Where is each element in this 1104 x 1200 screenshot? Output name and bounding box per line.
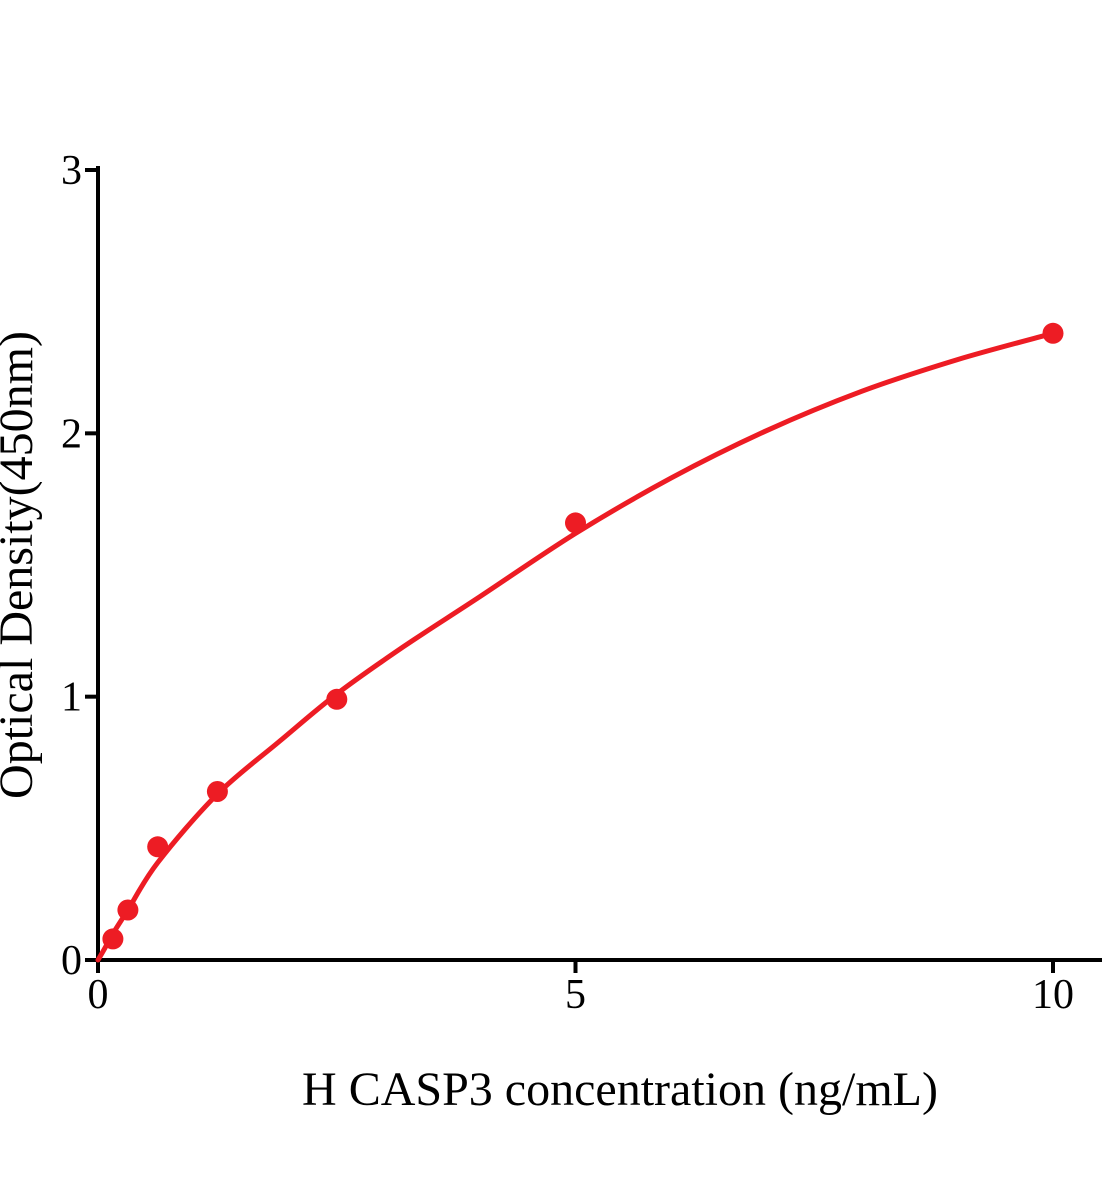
data-point — [117, 899, 139, 921]
y-tick-label: 1 — [61, 675, 82, 721]
y-tick-label: 0 — [61, 938, 82, 984]
data-point — [102, 928, 124, 950]
data-point — [326, 688, 348, 710]
data-point — [1042, 322, 1064, 344]
x-tick-label: 0 — [88, 972, 109, 1018]
data-point — [206, 781, 228, 802]
y-tick-label: 3 — [61, 148, 82, 194]
x-axis-title: H CASP3 concentration (ng/mL) — [302, 1063, 938, 1116]
x-tick-label: 10 — [1032, 972, 1074, 1018]
data-point — [147, 836, 169, 858]
y-tick-label: 2 — [61, 411, 82, 457]
data-point — [565, 512, 586, 534]
y-axis-title: Optical Density(450nm) — [0, 331, 43, 799]
x-tick-label: 5 — [565, 972, 586, 1018]
